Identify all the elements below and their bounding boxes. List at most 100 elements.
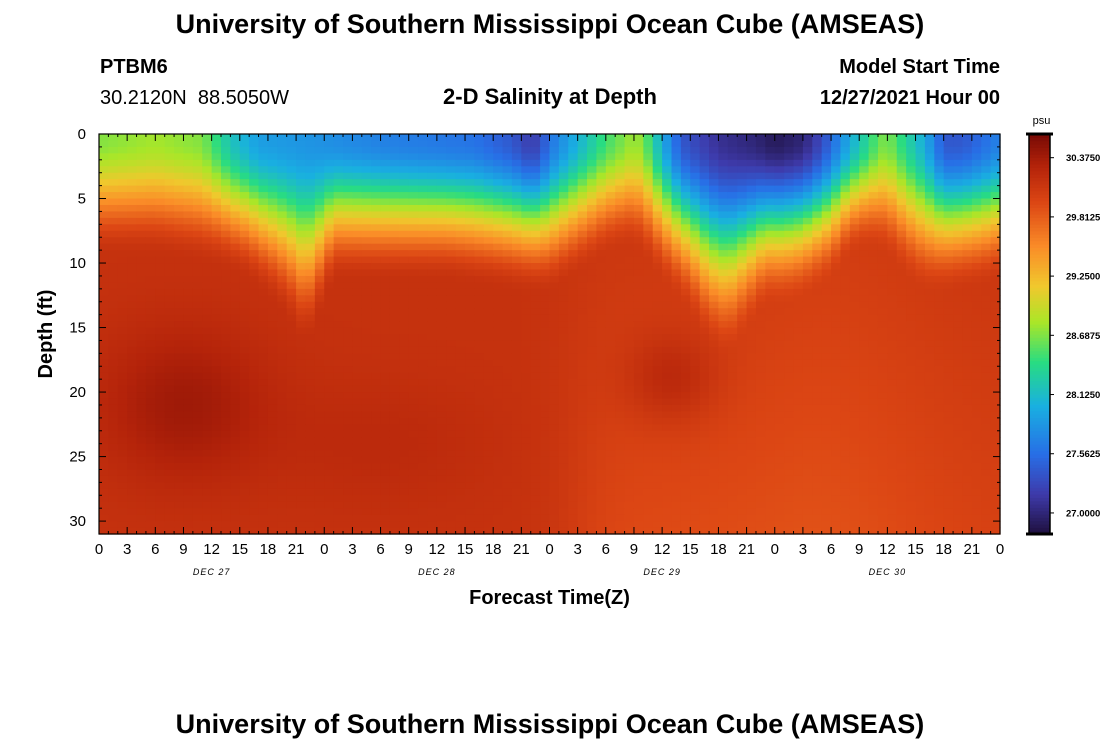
heatmap-cell xyxy=(577,314,588,322)
heatmap-cell xyxy=(540,224,551,232)
heatmap-cell xyxy=(652,224,663,232)
heatmap-cell xyxy=(587,450,598,458)
heatmap-cell xyxy=(202,288,213,296)
heatmap-cell xyxy=(718,263,729,271)
heatmap-cell xyxy=(145,340,156,348)
heatmap-cell xyxy=(737,275,748,283)
heatmap-cell xyxy=(117,146,128,154)
heatmap-cell xyxy=(530,153,541,161)
heatmap-cell xyxy=(145,456,156,464)
heatmap-cell xyxy=(389,263,400,271)
heatmap-cell xyxy=(474,327,485,335)
heatmap-cell xyxy=(690,140,701,148)
heatmap-cell xyxy=(558,340,569,348)
heatmap-cell xyxy=(530,166,541,174)
heatmap-cell xyxy=(493,224,504,232)
heatmap-cell xyxy=(709,211,720,219)
heatmap-cell xyxy=(568,353,579,361)
heatmap-cell xyxy=(793,508,804,516)
heatmap-cell xyxy=(183,488,194,496)
heatmap-cell xyxy=(324,340,335,348)
heatmap-cell xyxy=(671,224,682,232)
heatmap-cell xyxy=(277,366,288,374)
heatmap-cell xyxy=(371,166,382,174)
heatmap-cell xyxy=(502,508,513,516)
heatmap-cell xyxy=(352,153,363,161)
heatmap-cell xyxy=(352,430,363,438)
heatmap-cell xyxy=(737,430,748,438)
heatmap-cell xyxy=(399,217,410,225)
heatmap-cell xyxy=(727,198,738,206)
heatmap-cell xyxy=(568,527,579,535)
heatmap-cell xyxy=(765,359,776,367)
heatmap-cell xyxy=(746,346,757,354)
heatmap-cell xyxy=(821,404,832,413)
heatmap-cell xyxy=(680,430,691,438)
heatmap-cell xyxy=(239,172,250,180)
heatmap-cell xyxy=(343,437,354,445)
heatmap-cell xyxy=(746,134,757,142)
heatmap-cell xyxy=(774,224,785,232)
heatmap-cell xyxy=(108,359,119,367)
heatmap-cell xyxy=(380,308,391,316)
heatmap-cell xyxy=(230,250,241,258)
heatmap-cell xyxy=(258,275,269,283)
heatmap-cell xyxy=(399,527,410,535)
heatmap-cell xyxy=(718,366,729,374)
heatmap-cell xyxy=(474,269,485,277)
heatmap-cell xyxy=(352,185,363,193)
heatmap-cell xyxy=(230,237,241,245)
heatmap-cell xyxy=(127,308,138,316)
heatmap-cell xyxy=(267,198,278,206)
heatmap-cell xyxy=(774,392,785,400)
heatmap-cell xyxy=(521,346,532,354)
heatmap-cell xyxy=(352,288,363,296)
heatmap-cell xyxy=(746,424,757,432)
heatmap-cell xyxy=(662,508,673,516)
heatmap-cell xyxy=(174,475,185,483)
heatmap-cell xyxy=(296,211,307,219)
heatmap-cell xyxy=(784,172,795,180)
heatmap-cell xyxy=(699,179,710,187)
heatmap-cell xyxy=(633,424,644,432)
heatmap-cell xyxy=(718,321,729,329)
heatmap-cell xyxy=(202,340,213,348)
heatmap-cell xyxy=(493,334,504,342)
heatmap-cell xyxy=(596,482,607,490)
heatmap-cell xyxy=(690,308,701,316)
heatmap-cell xyxy=(436,269,447,277)
heatmap-cell xyxy=(568,314,579,322)
heatmap-cell xyxy=(746,340,757,348)
heatmap-cell xyxy=(108,263,119,271)
heatmap-cell xyxy=(258,134,269,142)
heatmap-cell xyxy=(605,398,616,406)
heatmap-cell xyxy=(793,443,804,451)
heatmap-cell xyxy=(568,198,579,206)
heatmap-cell xyxy=(183,224,194,232)
heatmap-cell xyxy=(399,198,410,206)
heatmap-cell xyxy=(737,295,748,303)
heatmap-cell xyxy=(108,243,119,251)
heatmap-cell xyxy=(652,411,663,419)
heatmap-cell xyxy=(314,230,325,238)
heatmap-cell xyxy=(343,340,354,348)
heatmap-cell xyxy=(305,495,316,503)
heatmap-cell xyxy=(108,334,119,342)
heatmap-cell xyxy=(127,275,138,283)
heatmap-cell xyxy=(802,411,813,419)
heatmap-cell xyxy=(540,521,551,529)
heatmap-cell xyxy=(380,153,391,161)
heatmap-cell xyxy=(427,256,438,264)
heatmap-cell xyxy=(624,424,635,432)
heatmap-cell xyxy=(662,372,673,380)
heatmap-cell xyxy=(521,340,532,348)
heatmap-cell xyxy=(117,366,128,374)
heatmap-cell xyxy=(286,211,297,219)
heatmap-cell xyxy=(474,366,485,374)
heatmap-cell xyxy=(296,437,307,445)
heatmap-cell xyxy=(549,237,560,245)
heatmap-cell xyxy=(587,314,598,322)
heatmap-cell xyxy=(652,198,663,206)
heatmap-cell xyxy=(145,411,156,419)
heatmap-cell xyxy=(568,359,579,367)
